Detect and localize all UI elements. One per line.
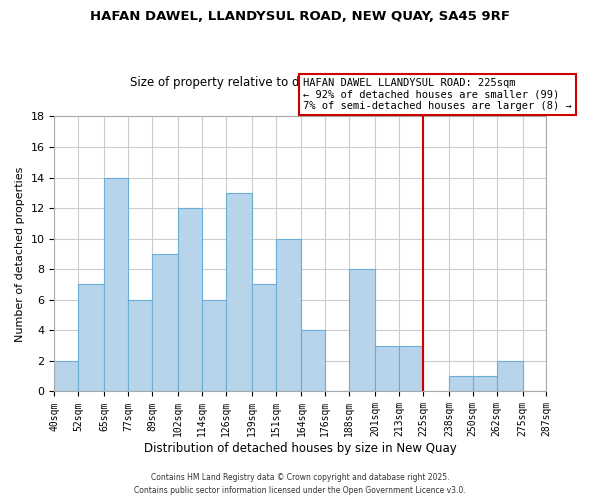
Bar bbox=[55, 361, 79, 392]
Y-axis label: Number of detached properties: Number of detached properties bbox=[15, 166, 25, 342]
Bar bbox=[399, 346, 423, 392]
X-axis label: Distribution of detached houses by size in New Quay: Distribution of detached houses by size … bbox=[144, 442, 457, 455]
Bar bbox=[497, 361, 523, 392]
Text: Contains HM Land Registry data © Crown copyright and database right 2025.
Contai: Contains HM Land Registry data © Crown c… bbox=[134, 474, 466, 495]
Bar bbox=[275, 238, 301, 392]
Bar bbox=[375, 346, 399, 392]
Bar bbox=[104, 178, 128, 392]
Bar bbox=[473, 376, 497, 392]
Bar bbox=[301, 330, 325, 392]
Bar bbox=[202, 300, 226, 392]
Title: Size of property relative to detached houses in New Quay: Size of property relative to detached ho… bbox=[130, 76, 471, 89]
Bar bbox=[178, 208, 202, 392]
Bar bbox=[128, 300, 152, 392]
Bar bbox=[349, 269, 375, 392]
Bar bbox=[226, 193, 251, 392]
Bar bbox=[79, 284, 104, 392]
Text: HAFAN DAWEL, LLANDYSUL ROAD, NEW QUAY, SA45 9RF: HAFAN DAWEL, LLANDYSUL ROAD, NEW QUAY, S… bbox=[90, 10, 510, 23]
Bar bbox=[152, 254, 178, 392]
Text: HAFAN DAWEL LLANDYSUL ROAD: 225sqm
← 92% of detached houses are smaller (99)
7% : HAFAN DAWEL LLANDYSUL ROAD: 225sqm ← 92%… bbox=[303, 78, 572, 111]
Bar bbox=[449, 376, 473, 392]
Bar bbox=[251, 284, 275, 392]
